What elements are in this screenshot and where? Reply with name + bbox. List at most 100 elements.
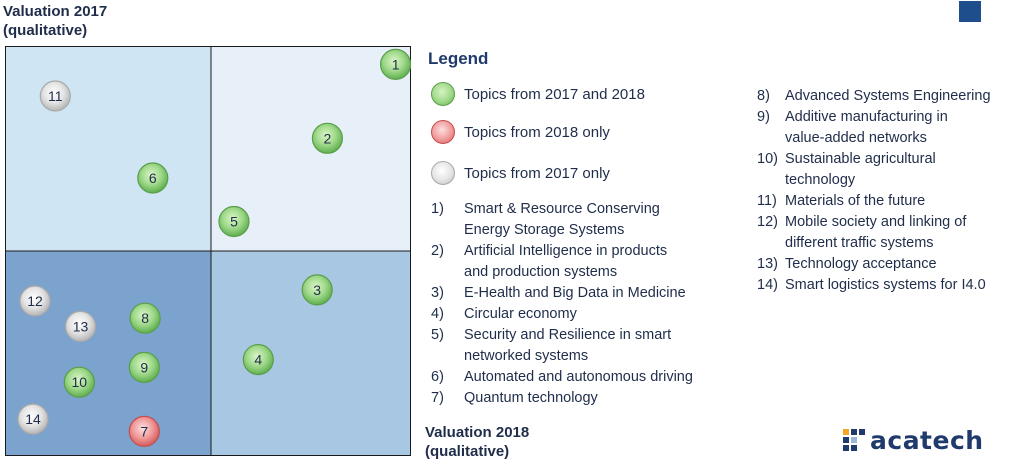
topic-text-line: value-added networks [785, 130, 927, 146]
topic-point-8: 8 [129, 302, 161, 334]
topic-point-circle [17, 403, 49, 435]
topic-text: Mobile society and linking of different t… [785, 212, 1019, 254]
topic-point-10: 10 [63, 366, 95, 398]
topic-text-line: different traffic systems [785, 235, 934, 251]
topic-number: 3) [431, 285, 444, 301]
y-axis-label-line-2: (qualitative) [3, 22, 88, 39]
topic-text-line: E-Health and Big Data in Medicine [464, 285, 686, 301]
legend-entry-2017: Topics from 2017 only [431, 159, 610, 187]
topic-text: Additive manufacturing in value-added net… [785, 107, 1019, 149]
topic-point-label: 12 [27, 293, 43, 309]
topic-point-label: 7 [140, 423, 148, 439]
topic-text-line: Energy Storage Systems [464, 222, 625, 238]
topic-list-item: 10) Sustainable agricultural technology [757, 149, 1019, 191]
topic-list-item: 1) Smart & Resource Conserving Energy Stor… [431, 199, 731, 241]
topic-point-2: 2 [311, 122, 343, 154]
topic-text-line: Automated and autonomous driving [464, 369, 693, 385]
topic-text-line: Additive manufacturing in [785, 109, 948, 125]
topic-list-right: 8) Advanced Systems Engineering 9) Additive… [757, 86, 1019, 296]
topic-point-5: 5 [218, 205, 250, 238]
topic-text-line: networked systems [464, 348, 589, 364]
topic-text-line: technology [785, 172, 856, 188]
legend-entry-2018: Topics from 2018 only [431, 118, 610, 146]
topic-point-circle [129, 302, 161, 334]
topic-list-item: 2) Artificial Intelligence in products and… [431, 241, 731, 283]
topic-point-label: 10 [72, 374, 88, 390]
topic-number: 1) [431, 201, 444, 217]
gray-circle-icon [431, 161, 455, 185]
topic-number: 13) [757, 256, 778, 272]
topic-number: 7) [431, 390, 444, 406]
topic-point-6: 6 [137, 162, 169, 194]
topic-text-line: Technology acceptance [785, 256, 937, 272]
topic-point-circle [19, 285, 51, 317]
topic-list-item: 8) Advanced Systems Engineering [757, 86, 1019, 107]
topic-list-left: 1) Smart & Resource Conserving Energy Stor… [431, 199, 731, 409]
topic-text-line: Sustainable agricultural [785, 151, 936, 167]
topic-list-item: 4) Circular economy [431, 304, 731, 325]
topic-point-label: 3 [313, 282, 321, 298]
topic-point-1: 1 [380, 48, 411, 80]
topic-point-label: 9 [140, 359, 148, 375]
topic-point-circle [64, 310, 97, 342]
topic-text: E-Health and Big Data in Medicine [464, 283, 731, 304]
legend-title: Legend [428, 49, 489, 68]
topic-point-circle [137, 162, 169, 194]
topic-text: Smart logistics systems for I4.0 [785, 275, 1019, 296]
quadrant-top-left [5, 46, 211, 251]
topic-text: Smart & Resource Conserving Energy Storag… [464, 199, 731, 241]
topic-number: 6) [431, 369, 444, 385]
topic-point-12: 12 [19, 285, 51, 317]
topic-point-4: 4 [242, 344, 274, 376]
topic-text-line: and production systems [464, 264, 618, 280]
topic-point-label: 4 [254, 352, 262, 368]
topic-number: 14) [757, 277, 778, 293]
topic-text-line: Materials of the future [785, 193, 926, 209]
topic-text-line: Circular economy [464, 306, 577, 322]
topic-text: Materials of the future [785, 191, 1019, 212]
topic-text: Advanced Systems Engineering [785, 86, 1019, 107]
topic-point-circle [39, 80, 71, 112]
x-axis-label-line-2: (qualitative) [425, 443, 510, 460]
topic-number: 2) [431, 243, 444, 259]
topic-text: Circular economy [464, 304, 731, 325]
red-circle-icon [431, 120, 455, 144]
topic-point-circle [301, 274, 333, 306]
topic-text: Technology acceptance [785, 254, 1019, 275]
topic-point-circle [242, 344, 274, 376]
topic-point-3: 3 [301, 274, 333, 306]
topic-point-14: 14 [17, 403, 49, 435]
y-axis-label: Valuation 2017 (qualitative) [3, 2, 107, 40]
topic-point-circle [218, 205, 250, 238]
topic-point-label: 13 [73, 318, 89, 334]
y-axis-label-line-1: Valuation 2017 [3, 3, 108, 20]
topic-text-line: Advanced Systems Engineering [785, 88, 991, 104]
topic-number: 12) [757, 214, 778, 230]
topic-text: Security and Resilience in smart networke… [464, 325, 731, 367]
topic-number: 8) [757, 88, 770, 104]
topic-point-9: 9 [128, 351, 160, 383]
topic-point-circle [311, 122, 343, 154]
topic-list-item: 7) Quantum technology [431, 388, 731, 409]
topic-text-line: Security and Resilience in smart [464, 327, 672, 343]
topic-point-11: 11 [39, 80, 71, 112]
topic-text-line: Mobile society and linking of [785, 214, 967, 230]
acatech-mark-icon [843, 429, 865, 451]
plot-frame [5, 46, 411, 456]
topic-text-line: Smart logistics systems for I4.0 [785, 277, 986, 293]
x-axis-label-line-1: Valuation 2018 [425, 424, 530, 441]
topic-list-item: 12) Mobile society and linking of differen… [757, 212, 1019, 254]
topic-point-13: 13 [64, 310, 97, 342]
topic-text: Artificial Intelligence in products and p… [464, 241, 731, 283]
topic-point-circle [128, 415, 160, 447]
logo-text: acatech [870, 425, 984, 455]
topic-point-circle [63, 366, 95, 398]
legend-label-2018: Topics from 2018 only [464, 123, 610, 141]
legend-entry-both: Topics from 2017 and 2018 [431, 80, 645, 108]
topic-point-label: 11 [48, 88, 63, 104]
topic-text-line: Quantum technology [464, 390, 598, 406]
topic-point-label: 1 [392, 56, 400, 72]
topic-text-line: Artificial Intelligence in products [464, 243, 668, 259]
